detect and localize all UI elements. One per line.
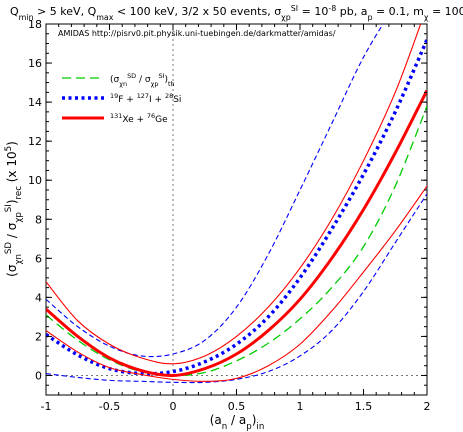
series-line-red-solid-thick (46, 89, 427, 377)
x-tick-label: -1 (41, 400, 52, 413)
chart-header: Qmin > 5 keV, Qmax < 100 keV, 3/2 x 50 e… (10, 4, 463, 22)
legend-label: (σχnSD / σχpSI)th (110, 72, 175, 88)
x-tick-label: 2 (424, 400, 431, 413)
x-tick-label: 0.5 (228, 400, 246, 413)
y-tick-label: 8 (35, 213, 42, 226)
series-layer (46, 24, 427, 384)
x-tick-label: 1 (297, 400, 304, 413)
amidas-annotation: AMIDAS http://pisrv0.pit.physik.uni-tueb… (58, 29, 336, 38)
y-tick-label: 4 (35, 291, 42, 304)
x-tick-label: -0.5 (99, 400, 120, 413)
series-line-green-dashed (46, 105, 427, 377)
series-line-red-solid-thin (46, 24, 422, 365)
x-tick-label: 0 (170, 400, 177, 413)
reference-lines (46, 24, 427, 395)
y-tick-label: 12 (28, 135, 42, 148)
legend: (σχnSD / σχpSI)th 19F + 127I + 28Si 131Xe … (62, 72, 181, 125)
x-axis-label: (an / ap)in (210, 413, 265, 432)
series-line-blue-dashed-thin (46, 24, 384, 358)
y-tick-label: 0 (35, 369, 42, 382)
y-tick-label: 6 (35, 252, 42, 265)
plot-frame (45, 23, 428, 396)
y-tick-label: 14 (28, 96, 42, 109)
legend-label: 19F + 127I + 28Si (110, 92, 181, 105)
y-tick-label: 16 (28, 57, 42, 70)
y-tick-label: 2 (35, 330, 42, 343)
series-line-red-solid-thin (46, 185, 427, 382)
y-tick-label: 10 (28, 174, 42, 187)
y-tick-label: 18 (28, 18, 42, 31)
axis-ticks: -1 -0.5 0 0.5 1 1.5 2 0 2 4 6 8 10 12 14 16 18 (28, 18, 431, 413)
legend-label: 131Xe + 76Ge (110, 112, 168, 125)
series-line-blue-dotted-thick (46, 38, 427, 376)
x-tick-label: 1.5 (355, 400, 373, 413)
y-axis-label: (σχnSD / σχpSI)rec (x 105) (4, 141, 24, 277)
